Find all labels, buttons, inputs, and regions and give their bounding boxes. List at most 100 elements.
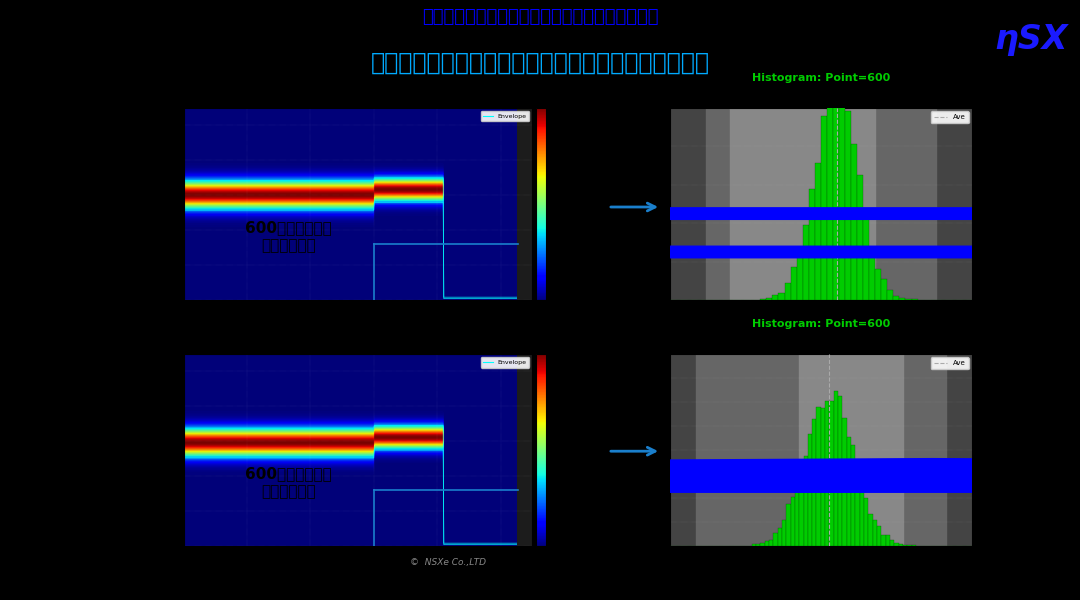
Bar bbox=[881, 279, 888, 300]
Title: n0010001.cl5 - n0019999.cl5 (9957 cycles) LPF=0: n0010001.cl5 - n0019999.cl5 (9957 cycles… bbox=[261, 98, 455, 107]
Bar bbox=[903, 354, 946, 546]
Bar bbox=[752, 544, 756, 546]
Bar bbox=[851, 445, 855, 546]
Bar bbox=[864, 498, 868, 546]
Bar bbox=[851, 144, 858, 300]
Bar bbox=[886, 535, 890, 546]
Bar bbox=[809, 189, 814, 300]
Bar bbox=[893, 296, 900, 300]
Bar bbox=[858, 175, 863, 300]
Bar bbox=[769, 541, 773, 546]
Y-axis label: Frequency: Frequency bbox=[633, 430, 642, 470]
Polygon shape bbox=[0, 458, 1080, 492]
Bar bbox=[847, 437, 851, 546]
Text: 600ポイント目の
ヒストグラム: 600ポイント目の ヒストグラム bbox=[245, 220, 332, 253]
Bar bbox=[784, 283, 791, 300]
Bar bbox=[799, 354, 903, 546]
Bar bbox=[773, 533, 778, 546]
Title: n0010001.cl5 - n0018971.cl5 (8949 cycles) LPF=0: n0010001.cl5 - n0018971.cl5 (8949 cycles… bbox=[261, 344, 455, 353]
Text: ηSX: ηSX bbox=[995, 22, 1068, 55]
Bar bbox=[696, 354, 799, 546]
Bar bbox=[706, 108, 730, 300]
Bar bbox=[869, 250, 875, 300]
Text: Histogram: Point=600: Histogram: Point=600 bbox=[752, 319, 890, 329]
Bar bbox=[845, 111, 851, 300]
Text: 自動車エンジンのアルミヘッド切削加工での事例: 自動車エンジンのアルミヘッド切削加工での事例 bbox=[422, 8, 658, 26]
Bar bbox=[833, 84, 839, 300]
Text: 600ポイント目の
ヒストグラム: 600ポイント目の ヒストグラム bbox=[245, 466, 332, 499]
Bar bbox=[863, 215, 869, 300]
Title: n0010001.cl5 - n0018971.cl5 (8949 cycles) LPF=0: n0010001.cl5 - n0018971.cl5 (8949 cycles… bbox=[731, 338, 910, 344]
Bar bbox=[670, 354, 696, 546]
Bar bbox=[825, 401, 829, 546]
Text: ©  NSXe Co.,LTD: © NSXe Co.,LTD bbox=[410, 558, 486, 567]
Bar bbox=[899, 544, 903, 546]
Bar bbox=[767, 298, 772, 300]
Polygon shape bbox=[0, 208, 1080, 258]
Bar bbox=[799, 472, 804, 546]
Bar bbox=[816, 407, 821, 546]
Title: n0010001.cl5 - n0019999.cl5 (9957 cycles) LPF=0: n0010001.cl5 - n0019999.cl5 (9957 cycles… bbox=[731, 92, 910, 98]
Bar bbox=[765, 541, 769, 546]
Bar bbox=[804, 456, 808, 546]
Y-axis label: Frequency: Frequency bbox=[629, 184, 637, 224]
Bar bbox=[802, 225, 809, 300]
X-axis label: Sensor Reading [A]: Sensor Reading [A] bbox=[784, 322, 858, 331]
Bar bbox=[875, 269, 881, 300]
Y-axis label: Trace Density: Trace Density bbox=[575, 431, 580, 469]
Bar bbox=[797, 251, 802, 300]
Bar bbox=[912, 299, 918, 300]
Bar bbox=[670, 108, 706, 300]
Bar bbox=[756, 544, 760, 546]
Bar bbox=[778, 527, 782, 546]
Bar bbox=[814, 163, 821, 300]
Bar bbox=[821, 408, 825, 546]
Bar bbox=[912, 545, 916, 546]
Bar bbox=[868, 514, 873, 546]
Bar bbox=[791, 268, 797, 300]
Legend: Ave: Ave bbox=[931, 112, 969, 123]
Legend: Envelope: Envelope bbox=[481, 357, 529, 367]
Bar bbox=[779, 293, 784, 300]
Bar bbox=[839, 91, 845, 300]
Text: 正常な範囲にあってもバラツキ度合いの違いが見える: 正常な範囲にあってもバラツキ度合いの違いが見える bbox=[370, 51, 710, 75]
Bar bbox=[730, 108, 875, 300]
X-axis label: Sample Point [Interval: 30ms]: Sample Point [Interval: 30ms] bbox=[301, 568, 415, 577]
Bar bbox=[772, 295, 779, 300]
Bar bbox=[827, 106, 833, 300]
Legend: Envelope: Envelope bbox=[481, 111, 529, 121]
Bar bbox=[838, 397, 842, 546]
Bar bbox=[829, 401, 834, 546]
X-axis label: Sample Point [Interval: 30ms]: Sample Point [Interval: 30ms] bbox=[301, 322, 415, 331]
Bar bbox=[888, 290, 893, 300]
Bar bbox=[782, 520, 786, 546]
Y-axis label: Sensor Reading [A]: Sensor Reading [A] bbox=[152, 167, 161, 241]
Bar bbox=[821, 116, 827, 300]
Bar bbox=[875, 108, 935, 300]
Text: Histogram: Point=600: Histogram: Point=600 bbox=[752, 73, 890, 83]
Bar bbox=[900, 298, 905, 300]
Bar bbox=[890, 540, 894, 546]
Y-axis label: Sensor Reading [A]: Sensor Reading [A] bbox=[152, 413, 161, 487]
Legend: Ave: Ave bbox=[931, 358, 969, 369]
Bar bbox=[760, 299, 767, 300]
Bar bbox=[795, 486, 799, 546]
X-axis label: Sensor Reading [A]: Sensor Reading [A] bbox=[784, 568, 858, 577]
Bar bbox=[946, 354, 972, 546]
Bar bbox=[881, 535, 886, 546]
Bar bbox=[842, 418, 847, 546]
Bar bbox=[855, 466, 860, 546]
Bar bbox=[834, 391, 838, 546]
Bar bbox=[812, 419, 816, 546]
Bar bbox=[873, 520, 877, 546]
Bar bbox=[791, 497, 795, 546]
Bar bbox=[935, 108, 972, 300]
Bar bbox=[808, 434, 812, 546]
Bar bbox=[894, 543, 899, 546]
Bar bbox=[860, 481, 864, 546]
Bar bbox=[907, 545, 912, 546]
Bar bbox=[877, 526, 881, 546]
Bar bbox=[903, 545, 907, 546]
Bar bbox=[760, 543, 765, 546]
Bar bbox=[786, 504, 791, 546]
